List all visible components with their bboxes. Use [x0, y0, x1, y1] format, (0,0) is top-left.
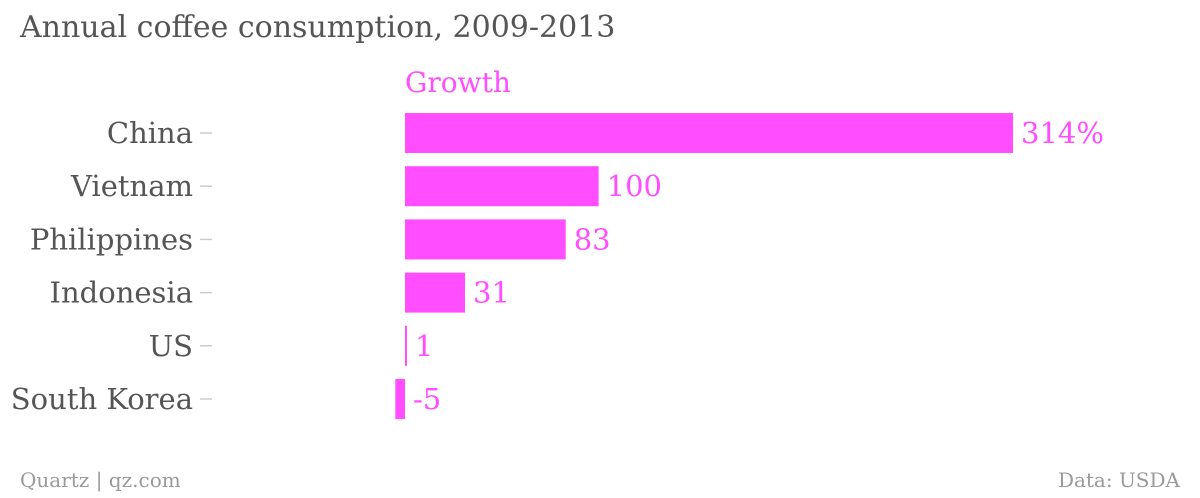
- category-label: China: [107, 116, 193, 150]
- value-label: 31: [473, 276, 510, 310]
- category-label: Philippines: [30, 222, 193, 256]
- category-label: Vietnam: [70, 169, 193, 203]
- value-label: 1: [415, 329, 433, 363]
- category-label: Indonesia: [50, 276, 193, 310]
- bar: [395, 379, 405, 419]
- bar: [405, 325, 407, 366]
- chart-title: Annual coffee consumption, 2009-2013: [20, 10, 616, 45]
- bar: [405, 219, 566, 260]
- value-label: 83: [574, 222, 611, 256]
- value-label: 314%: [1021, 116, 1104, 150]
- data-source: Data: USDA: [1057, 468, 1180, 492]
- value-label: -5: [413, 382, 441, 416]
- bar: [405, 113, 1013, 153]
- value-label: 100: [607, 169, 662, 203]
- legend-series-label: Growth: [405, 66, 511, 99]
- bar: [405, 166, 599, 207]
- bar: [405, 272, 466, 313]
- source-credit: Quartz | qz.com: [20, 468, 181, 492]
- category-label: South Korea: [11, 382, 193, 416]
- category-label: US: [149, 329, 193, 363]
